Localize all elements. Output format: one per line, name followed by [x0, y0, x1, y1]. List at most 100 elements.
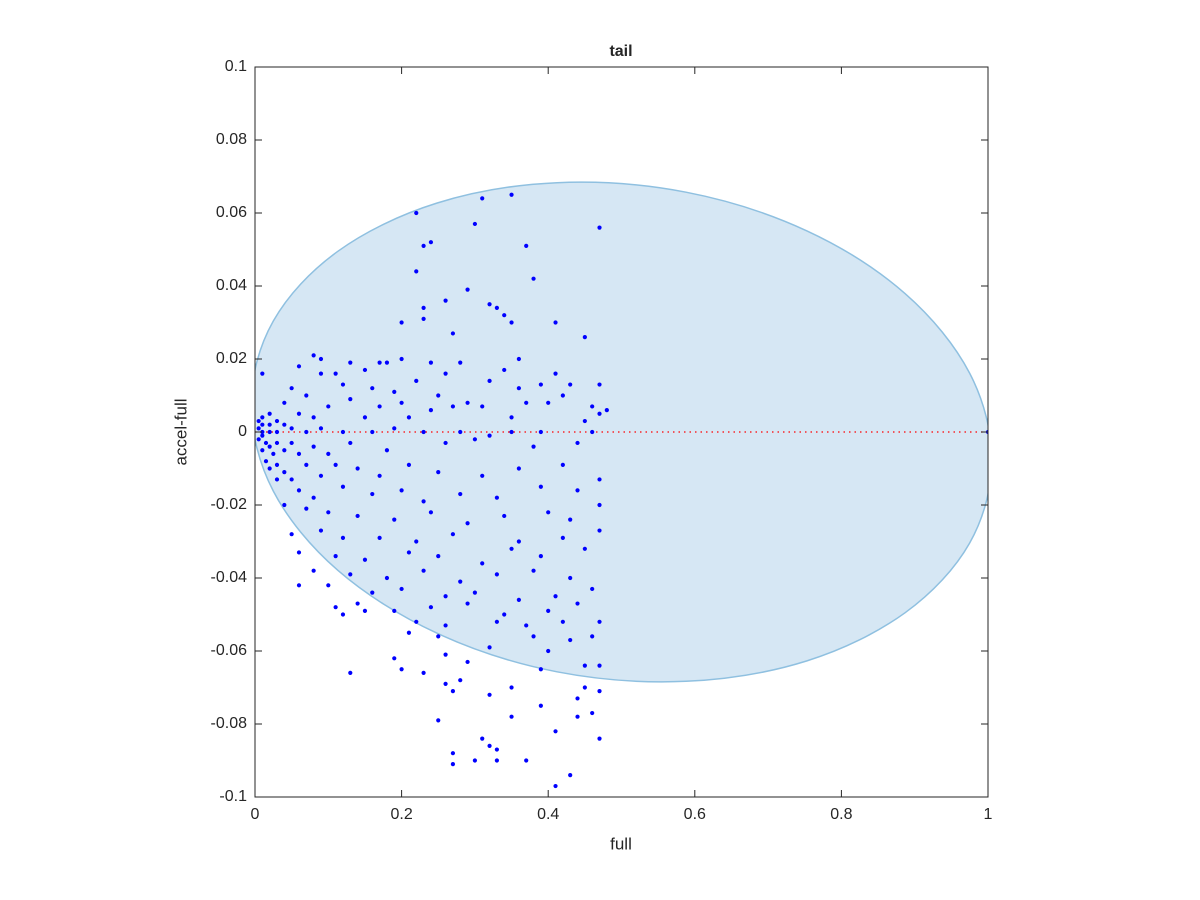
- y-tick-label: -0.06: [211, 642, 248, 659]
- data-point: [502, 513, 507, 519]
- data-point: [282, 470, 287, 475]
- data-point: [399, 488, 404, 493]
- data-point: [326, 451, 331, 456]
- data-point: [377, 404, 382, 409]
- data-point: [450, 689, 456, 694]
- data-point: [443, 652, 448, 657]
- data-point: [256, 426, 261, 431]
- data-point: [568, 773, 573, 778]
- x-tick-label: 0.4: [537, 806, 559, 823]
- data-point: [311, 444, 316, 449]
- data-point: [304, 429, 309, 435]
- data-point: [450, 532, 456, 537]
- data-point: [289, 440, 294, 446]
- data-point: [450, 331, 456, 336]
- data-point: [428, 240, 434, 245]
- y-tick-label: -0.1: [219, 788, 247, 805]
- data-point: [340, 484, 346, 489]
- data-point: [282, 448, 287, 453]
- data-point: [348, 670, 353, 676]
- data-point: [256, 418, 261, 424]
- data-point: [568, 575, 573, 581]
- data-point: [443, 371, 448, 376]
- data-point: [538, 703, 543, 708]
- data-point: [392, 608, 397, 613]
- data-point: [370, 386, 375, 391]
- data-point: [267, 422, 272, 427]
- data-point: [509, 429, 514, 435]
- data-point: [392, 656, 397, 661]
- y-tick-label: 0.02: [216, 350, 247, 367]
- data-point: [502, 367, 507, 373]
- data-point: [406, 630, 412, 635]
- data-point: [568, 517, 573, 522]
- data-point: [326, 404, 331, 409]
- data-point: [428, 360, 434, 365]
- data-point: [348, 440, 353, 446]
- data-point: [428, 408, 434, 413]
- data-point: [597, 528, 602, 533]
- data-point: [553, 371, 558, 376]
- data-point: [414, 378, 419, 383]
- y-tick-label: 0: [238, 423, 247, 440]
- data-point: [560, 393, 565, 398]
- data-point: [524, 400, 529, 405]
- data-point: [333, 605, 338, 610]
- data-point: [509, 546, 514, 551]
- data-point: [304, 393, 309, 398]
- data-point: [480, 561, 485, 566]
- data-point: [399, 400, 404, 405]
- data-point: [436, 554, 441, 559]
- data-point: [465, 659, 470, 665]
- y-tick-label: 0.08: [216, 131, 247, 148]
- data-point: [458, 491, 463, 497]
- data-point: [260, 433, 265, 438]
- data-point: [428, 605, 434, 610]
- data-point: [260, 448, 265, 453]
- data-point: [414, 619, 419, 624]
- y-tick-label: 0.06: [216, 204, 247, 221]
- data-point: [480, 196, 485, 201]
- data-point: [458, 579, 463, 584]
- plot-area: [255, 181, 988, 789]
- data-point: [597, 382, 602, 387]
- data-point: [296, 364, 302, 369]
- data-point: [436, 634, 441, 639]
- data-point: [289, 477, 294, 482]
- data-point: [370, 429, 375, 435]
- data-point: [333, 554, 338, 559]
- data-point: [472, 758, 477, 763]
- data-point: [384, 360, 390, 365]
- data-point: [311, 495, 316, 500]
- data-point: [348, 572, 353, 577]
- data-point: [392, 517, 397, 522]
- data-point: [406, 415, 412, 420]
- data-point: [516, 386, 521, 391]
- chart-title: tail: [609, 43, 632, 60]
- data-point: [582, 418, 587, 424]
- data-point: [590, 429, 595, 435]
- data-point: [546, 510, 551, 515]
- data-point: [597, 736, 602, 741]
- data-point: [575, 440, 580, 446]
- data-point: [597, 477, 602, 482]
- data-point: [414, 269, 419, 274]
- data-point: [414, 210, 419, 216]
- data-point: [538, 667, 543, 672]
- data-point: [274, 477, 280, 482]
- data-point: [289, 426, 294, 431]
- y-tick-label: 0.1: [225, 58, 247, 75]
- data-point: [392, 389, 397, 394]
- data-point: [318, 426, 324, 431]
- data-point: [282, 502, 287, 508]
- data-point: [575, 488, 580, 493]
- data-point: [443, 594, 448, 599]
- data-point: [421, 670, 426, 676]
- data-point: [604, 408, 609, 413]
- data-point: [524, 623, 529, 628]
- data-point: [340, 382, 346, 387]
- data-point: [487, 433, 492, 438]
- data-point: [274, 440, 280, 446]
- data-point: [443, 623, 448, 628]
